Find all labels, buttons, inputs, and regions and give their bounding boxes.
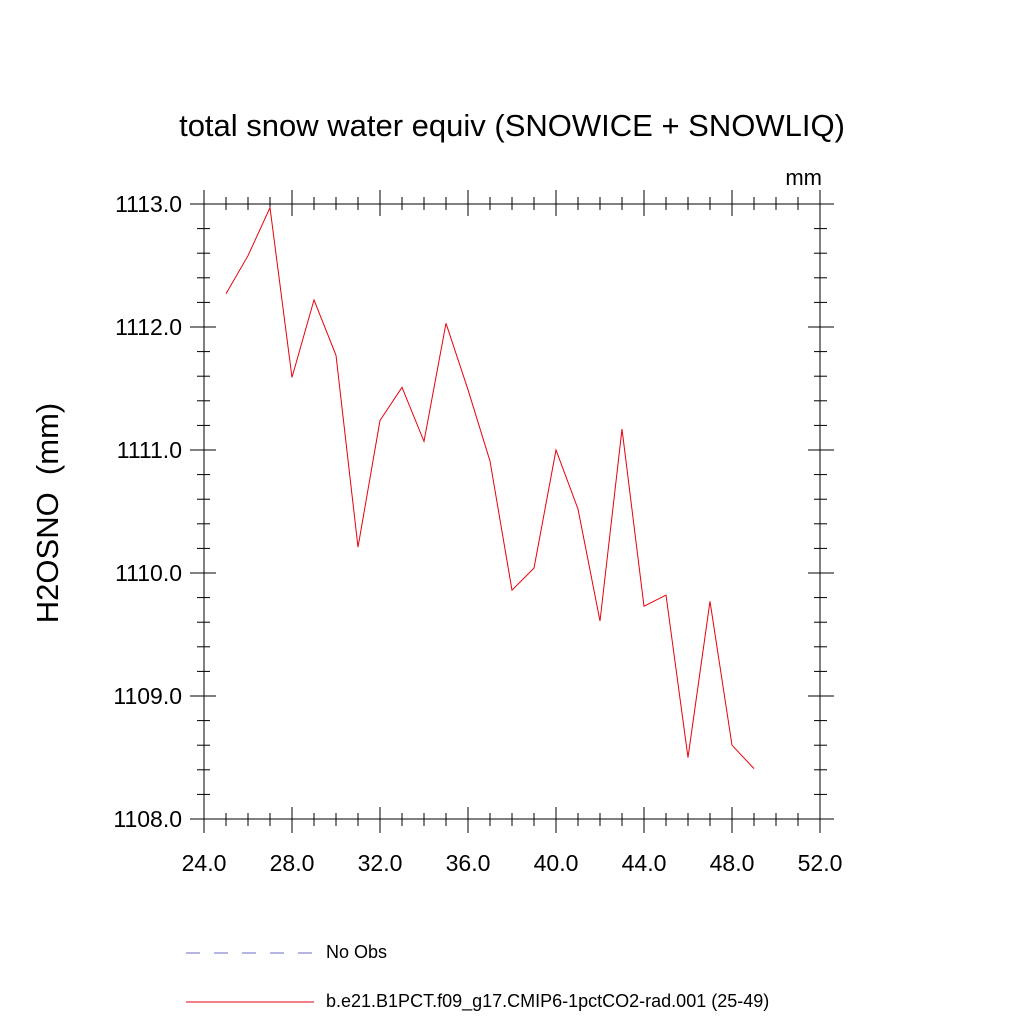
y-tick-label: 1109.0 <box>113 683 182 709</box>
x-tick-label: 28.0 <box>270 850 315 876</box>
y-tick-label: 1108.0 <box>113 806 182 832</box>
x-tick-label: 32.0 <box>358 850 403 876</box>
y-tick-label: 1112.0 <box>115 314 182 340</box>
series-line <box>225 205 755 769</box>
x-tick-label: 24.0 <box>182 850 227 876</box>
y-tick-label: 1110.0 <box>115 560 182 586</box>
legend-label-model-run: b.e21.B1PCT.f09_g17.CMIP6-1pctCO2-rad.00… <box>326 991 770 1011</box>
x-tick-label: 36.0 <box>446 850 491 876</box>
x-tick-label: 52.0 <box>798 850 843 876</box>
x-tick-label: 40.0 <box>534 850 579 876</box>
y-tick-label: 1111.0 <box>117 437 182 463</box>
legend-label-no-obs: No Obs <box>326 942 388 962</box>
y-tick-label: 1113.0 <box>115 191 182 217</box>
chart-title: total snow water equiv (SNOWICE + SNOWLI… <box>179 108 845 143</box>
plot-frame <box>203 203 821 820</box>
x-tick-label: 48.0 <box>710 850 755 876</box>
units-label: mm <box>785 165 822 190</box>
x-tick-label: 44.0 <box>622 850 667 876</box>
